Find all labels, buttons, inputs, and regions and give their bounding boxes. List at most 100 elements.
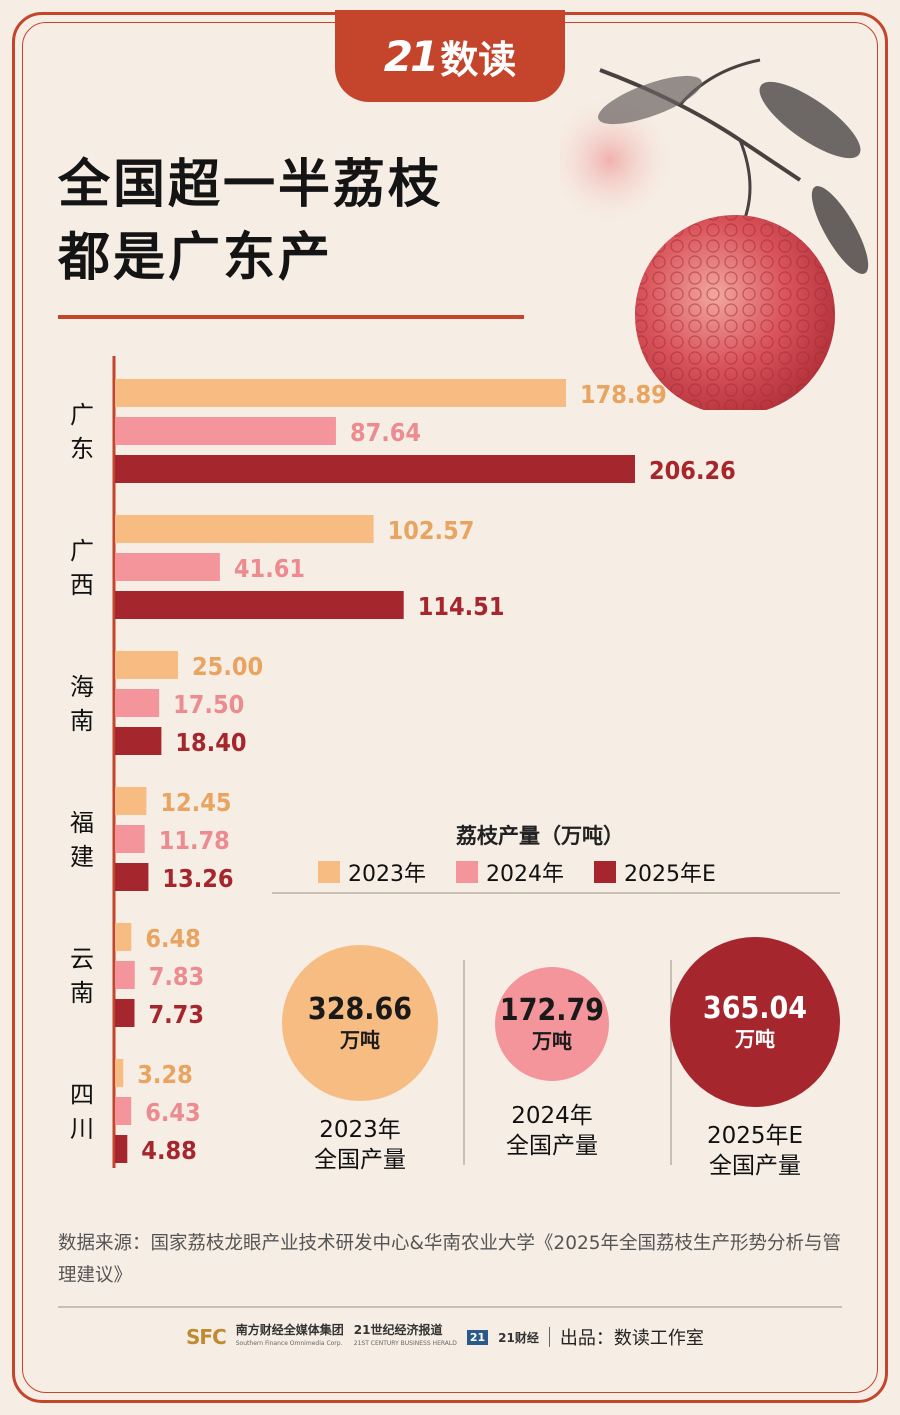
footer-separator xyxy=(548,1327,550,1347)
herald-name: 21世纪经济报道 xyxy=(353,1323,443,1337)
bar-label-6-series-3: 4.88 xyxy=(141,1136,197,1165)
bar-label-2-series-2: 41.61 xyxy=(234,554,305,583)
brand-number: 21 xyxy=(383,31,439,81)
bar-label-5-series-2: 7.83 xyxy=(149,962,205,991)
herald-org: 21世纪经济报道 21ST CENTURY BUSINESS HERALD xyxy=(354,1324,457,1350)
bar-chart: 广东178.8987.64206.26广西102.5741.61114.51海南… xyxy=(70,356,736,1168)
footer-divider xyxy=(58,1306,842,1308)
bar-1-series-3 xyxy=(115,455,635,483)
bar-label-4-series-3: 13.26 xyxy=(162,864,233,893)
sfc-logo: SFC xyxy=(186,1325,227,1349)
bar-6-series-3 xyxy=(115,1135,128,1163)
legend-item-2023: 2023年 xyxy=(318,856,426,888)
category-label-6-char-2: 川 xyxy=(70,1115,94,1143)
total-value-2024: 172.79 xyxy=(499,993,605,1028)
brand-name: 数读 xyxy=(440,37,517,82)
bar-3-series-2 xyxy=(115,689,160,717)
sfc-subname: Southern Finance Omnimedia Corp. xyxy=(235,1340,343,1347)
bar-4-series-2 xyxy=(115,825,145,853)
legend-label-2023: 2023年 xyxy=(348,862,426,887)
category-label-4-char-1: 福 xyxy=(70,809,94,837)
category-label-2-char-1: 广 xyxy=(70,537,94,565)
total-value-2025: 365.04 xyxy=(702,991,808,1026)
category-label-3-char-1: 海 xyxy=(70,673,94,701)
total-year-2024: 2024年 xyxy=(511,1103,593,1129)
bar-label-1-series-2: 87.64 xyxy=(350,418,421,447)
national-totals: 328.66 万吨 2023年 全国产量 172.79 万吨 2024年 全国产… xyxy=(260,937,850,1179)
legend-label-2024: 2024年 xyxy=(486,862,564,887)
total-value-2023: 328.66 xyxy=(307,992,413,1027)
total-2023: 328.66 万吨 2023年 全国产量 xyxy=(260,945,460,1175)
category-label-4-char-2: 建 xyxy=(70,843,94,871)
bar-6-series-1 xyxy=(115,1059,124,1087)
totals-divider-1 xyxy=(463,960,465,1165)
total-unit-2025: 万吨 xyxy=(735,1027,775,1051)
bar-5-series-2 xyxy=(115,961,135,989)
total-caption-2025: 全国产量 xyxy=(709,1153,801,1179)
bar-label-3-series-1: 25.00 xyxy=(192,652,263,681)
totals-divider-2 xyxy=(670,960,672,1165)
category-label-1-char-2: 东 xyxy=(70,435,94,463)
herald-subname: 21ST CENTURY BUSINESS HERALD xyxy=(353,1340,457,1347)
bar-label-2-series-1: 102.57 xyxy=(388,516,475,545)
bar-label-3-series-2: 17.50 xyxy=(173,690,244,719)
total-unit-2024: 万吨 xyxy=(532,1029,572,1053)
publisher: 出品：数读工作室 xyxy=(559,1328,704,1349)
bar-label-6-series-1: 3.28 xyxy=(137,1060,193,1089)
bar-4-series-1 xyxy=(115,787,147,815)
legend-divider xyxy=(272,892,840,894)
caijing-name: 21财经 xyxy=(498,1330,539,1345)
title-line-2: 都是广东产 xyxy=(58,228,334,288)
bar-label-4-series-1: 12.45 xyxy=(160,788,231,817)
bar-label-1-series-1: 178.89 xyxy=(580,380,667,409)
category-label-5-char-2: 南 xyxy=(70,979,94,1007)
bar-5-series-3 xyxy=(115,999,135,1027)
bar-label-4-series-2: 11.78 xyxy=(159,826,230,855)
legend-swatch-2025 xyxy=(594,861,616,883)
total-unit-2023: 万吨 xyxy=(340,1028,380,1052)
sfc-name: 南方财经全媒体集团 xyxy=(235,1323,344,1337)
category-label-2-char-2: 西 xyxy=(70,571,94,599)
total-circle-2024: 172.79 万吨 xyxy=(495,967,609,1081)
title-line-1: 全国超一半荔枝 xyxy=(58,155,444,215)
data-source: 数据来源：国家荔枝龙眼产业技术研发中心&华南农业大学《2025年全国荔枝生产形势… xyxy=(58,1233,842,1286)
category-label-1-char-1: 广 xyxy=(70,401,94,429)
bar-label-2-series-3: 114.51 xyxy=(418,592,505,621)
bar-4-series-3 xyxy=(115,863,149,891)
bar-1-series-1 xyxy=(115,379,566,407)
total-year-2025: 2025年E xyxy=(706,1123,804,1149)
legend-title: 荔枝产量（万吨） xyxy=(456,824,624,848)
total-year-2023: 2023年 xyxy=(319,1117,401,1143)
legend-swatch-2023 xyxy=(318,861,340,883)
footer: SFC 南方财经全媒体集团 Southern Finance Omnimedia… xyxy=(186,1324,704,1350)
total-caption-2023: 全国产量 xyxy=(314,1147,406,1173)
badge-21: 21 xyxy=(466,1329,489,1345)
bar-5-series-1 xyxy=(115,923,132,951)
bar-label-1-series-3: 206.26 xyxy=(649,456,736,485)
bar-label-5-series-3: 7.73 xyxy=(148,1000,204,1029)
category-label-5-char-1: 云 xyxy=(70,945,94,973)
lychee-illustration xyxy=(560,58,869,410)
title-underline xyxy=(58,315,524,319)
total-circle-2023: 328.66 万吨 xyxy=(282,945,438,1101)
total-circle-2025: 365.04 万吨 xyxy=(670,937,840,1107)
bar-3-series-3 xyxy=(115,727,162,755)
category-label-3-char-2: 南 xyxy=(70,707,94,735)
bar-2-series-1 xyxy=(115,515,374,543)
brand-header: 21 数读 xyxy=(335,10,565,102)
legend-item-2024: 2024年 xyxy=(456,856,564,888)
bar-2-series-2 xyxy=(115,553,220,581)
legend-item-2025: 2025年E xyxy=(594,856,716,888)
bar-label-5-series-1: 6.48 xyxy=(145,924,201,953)
bar-label-6-series-2: 6.43 xyxy=(145,1098,201,1127)
legend: 2023年 2024年 2025年E xyxy=(318,856,716,888)
total-caption-2024: 全国产量 xyxy=(506,1133,598,1159)
sfc-org: 南方财经全媒体集团 Southern Finance Omnimedia Cor… xyxy=(236,1324,344,1350)
total-2025: 365.04 万吨 2025年E 全国产量 xyxy=(655,937,855,1181)
legend-label-2025: 2025年E xyxy=(624,862,716,887)
bar-3-series-1 xyxy=(115,651,179,679)
bar-label-3-series-3: 18.40 xyxy=(175,728,246,757)
total-2024: 172.79 万吨 2024年 全国产量 xyxy=(452,945,652,1161)
legend-swatch-2024 xyxy=(456,861,478,883)
category-label-6-char-1: 四 xyxy=(70,1081,94,1109)
